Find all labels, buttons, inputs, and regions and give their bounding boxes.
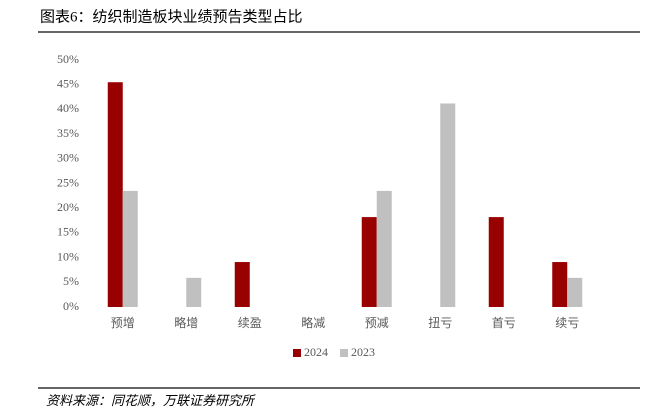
y-tick-label: 15% [57, 225, 79, 239]
y-tick-label: 35% [57, 126, 79, 140]
source-note: 资料来源：同花顺，万联证券研究所 [46, 393, 256, 408]
legend-swatch [340, 349, 348, 357]
x-tick-label: 预减 [365, 316, 389, 330]
y-tick-label: 5% [63, 274, 79, 288]
bar [122, 190, 138, 307]
x-tick-label: 续亏 [555, 316, 579, 330]
x-tick-label: 略减 [301, 315, 325, 330]
bar [376, 190, 392, 307]
y-tick-label: 40% [57, 101, 79, 115]
y-tick-label: 10% [57, 249, 79, 263]
x-tick-label: 续盈 [238, 316, 262, 330]
y-tick-label: 20% [57, 200, 79, 214]
chart-title: 图表6：纺织制造板块业绩预告类型占比 [40, 7, 303, 25]
bar [567, 277, 583, 307]
x-tick-label: 扭亏 [428, 316, 452, 330]
x-tick-label: 略增 [174, 315, 198, 330]
bar [552, 262, 568, 307]
legend-label: 2023 [351, 345, 375, 359]
y-tick-label: 50% [57, 52, 79, 66]
legend-swatch [293, 349, 301, 357]
bar [488, 217, 504, 307]
y-tick-label: 25% [57, 175, 79, 189]
bar [107, 82, 123, 307]
x-tick-label: 预增 [111, 316, 135, 330]
bar [234, 262, 250, 307]
y-tick-label: 45% [57, 76, 79, 90]
y-tick-label: 0% [63, 299, 79, 313]
bar [440, 103, 456, 307]
legend-label: 2024 [304, 345, 328, 359]
y-tick-label: 30% [57, 151, 79, 165]
x-tick-label: 首亏 [492, 316, 516, 330]
bar [361, 217, 377, 307]
bar [186, 277, 202, 307]
